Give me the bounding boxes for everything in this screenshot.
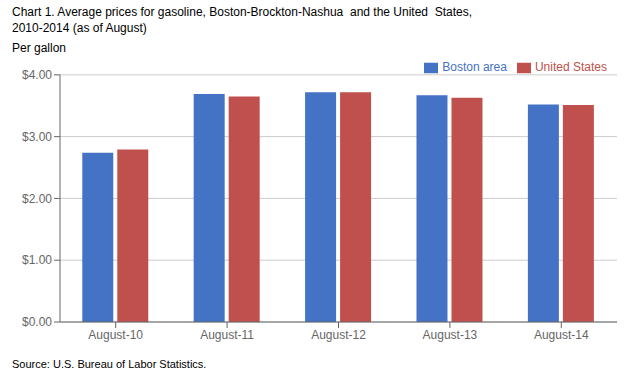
svg-text:August-13: August-13 bbox=[423, 328, 478, 342]
svg-text:$0.00: $0.00 bbox=[22, 315, 52, 329]
svg-text:August-12: August-12 bbox=[311, 328, 366, 342]
svg-text:$1.00: $1.00 bbox=[22, 253, 52, 267]
svg-text:August-10: August-10 bbox=[88, 328, 143, 342]
svg-text:$3.00: $3.00 bbox=[22, 130, 52, 144]
html-text:United States: United States bbox=[535, 60, 607, 74]
html-text:Boston area: Boston area bbox=[442, 60, 507, 74]
svg-text:August-14: August-14 bbox=[534, 328, 589, 342]
html-text:Source: U.S. Bureau of Labor S: Source: U.S. Bureau of Labor Statistics. bbox=[12, 358, 207, 370]
html-text:Per gallon: Per gallon bbox=[12, 41, 66, 55]
svg-text:$2.00: $2.00 bbox=[22, 192, 52, 206]
html-text:Chart 1. Average prices for ga: Chart 1. Average prices for gasoline, Bo… bbox=[12, 5, 472, 35]
svg-text:$4.00: $4.00 bbox=[22, 68, 52, 82]
svg-text:August-11: August-11 bbox=[200, 328, 254, 342]
